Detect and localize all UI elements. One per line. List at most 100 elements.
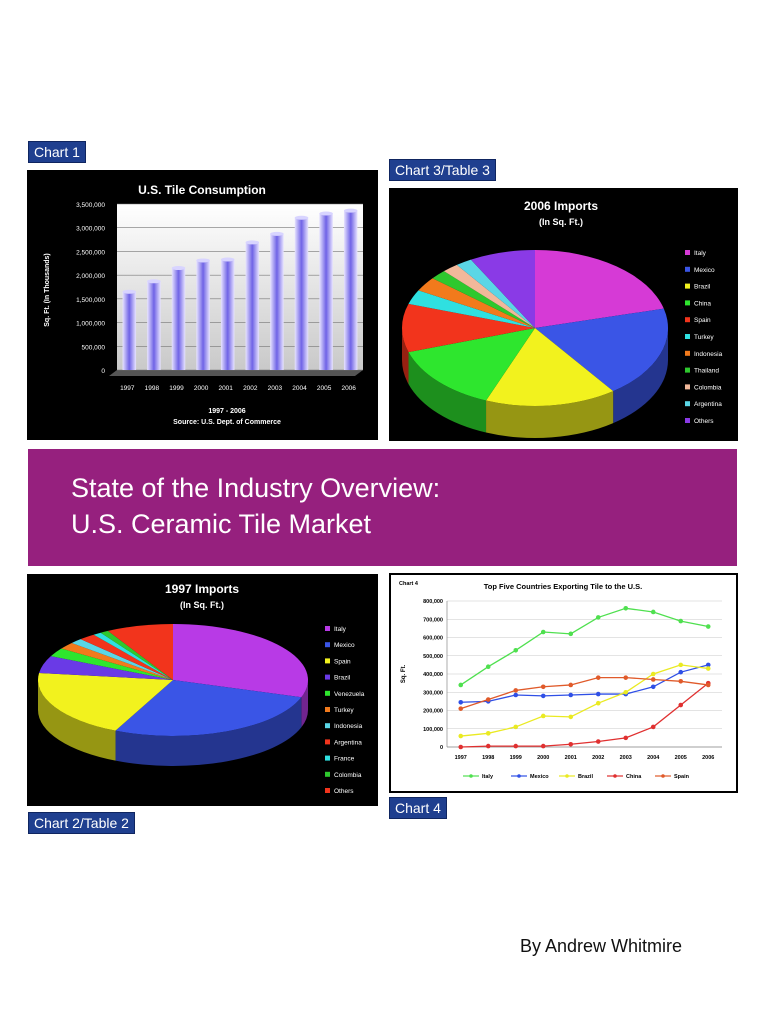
chart1-tile-consumption: U.S. Tile Consumption 3,500,000 3,000,000 2… — [44, 183, 363, 426]
chart1-bar-cap — [319, 211, 333, 216]
chart4-series-line — [460, 607, 709, 686]
chart3-slice-side — [486, 391, 614, 438]
chart2-slice — [173, 624, 309, 698]
chart3-slice — [470, 250, 535, 328]
chart1-x-tick: 1997 — [120, 385, 135, 392]
chart4-point — [458, 733, 464, 739]
chart3-legend-swatch — [685, 350, 690, 356]
chart4-point — [705, 662, 711, 668]
chart4-legend-label: Brazil — [578, 774, 593, 780]
chart4-point — [540, 693, 546, 699]
chart4-label: Chart 4 — [389, 797, 447, 819]
chart4-point — [568, 631, 574, 637]
chart3-legend-label: Spain — [694, 317, 711, 324]
chart4-point — [485, 664, 491, 669]
chart1-bar — [343, 210, 358, 370]
chart4-legend-label: Italy — [482, 774, 494, 780]
chart2-legend-label: Indonesia — [334, 723, 363, 730]
chart4-x-tick: 2002 — [592, 755, 604, 761]
chart4-point — [678, 662, 684, 668]
chart1-xlabel: 1997 - 2006 — [208, 408, 245, 415]
chart3-legend-label: Thailand — [694, 368, 719, 375]
chart4-point — [705, 624, 711, 629]
chart2-legend-swatch — [325, 707, 330, 712]
chart1-bar — [319, 213, 333, 370]
chart4-point — [513, 743, 519, 749]
chart4-point — [595, 675, 601, 680]
chart4-title: Top Five Countries Exporting Tile to the… — [484, 582, 642, 591]
chart2-slice — [100, 630, 173, 680]
chart2-slice-side — [115, 697, 302, 766]
chart2-legend-label: Colombia — [334, 772, 362, 779]
chart4-series-line — [460, 664, 709, 737]
chart4-point — [540, 629, 546, 635]
chart4-corner-label: Chart 4 — [399, 581, 419, 587]
chart2-legend-label: Argentina — [334, 739, 362, 746]
chart2-slice — [71, 639, 173, 680]
chart3-legend-swatch — [685, 367, 690, 373]
chart1-bar — [196, 260, 210, 370]
chart3-slice — [456, 259, 535, 328]
chart3-slice-side — [402, 328, 409, 385]
chart4-point — [458, 699, 464, 705]
chart3-legend-label: Others — [694, 418, 714, 425]
chart1-x-tick: 1999 — [169, 385, 184, 392]
chart4-point — [595, 700, 601, 706]
chart4-point — [513, 647, 519, 653]
chart1-x-tick: 2000 — [194, 385, 209, 392]
chart3-slice-side — [408, 352, 487, 433]
chart4-legend-marker — [517, 774, 521, 778]
chart3-legend-swatch — [685, 300, 690, 306]
chart4-point — [623, 606, 629, 611]
chart1-x-tick: 2001 — [218, 385, 233, 392]
chart4-y-tick: 300,000 — [423, 690, 443, 696]
chart1-y-tick: 2,500,000 — [76, 249, 105, 256]
chart3-legend-label: China — [694, 300, 711, 307]
chart4-x-tick: 2006 — [702, 755, 714, 761]
chart1-bar — [294, 217, 309, 370]
chart4-point — [650, 671, 656, 677]
chart1-bar-cap — [122, 289, 137, 294]
chart2-slice-side — [301, 680, 308, 728]
chart2-slice — [115, 680, 302, 736]
chart4-y-tick: 400,000 — [423, 672, 443, 678]
chart4-point — [678, 618, 684, 624]
chart3-legend-label: Indonesia — [694, 351, 723, 358]
chart3-label: Chart 3/Table 3 — [389, 159, 496, 181]
chart1-y-tick: 3,000,000 — [76, 226, 105, 233]
chart2-slice — [39, 656, 173, 680]
chart4-point — [595, 615, 601, 620]
chart3-legend-swatch — [685, 334, 690, 339]
chart4-legend-label: Mexico — [530, 774, 549, 780]
chart2-legend-swatch — [325, 723, 330, 729]
chart3-legend-label: Brazil — [694, 284, 711, 291]
chart1-bar-cap — [196, 258, 210, 263]
chart4-point — [678, 669, 684, 675]
chart4-point — [513, 688, 519, 693]
chart2-panel: 1997 Imports (In Sq. Ft.) Italy Mexico Spain… — [27, 574, 378, 806]
chart2-legend-label: Mexico — [334, 642, 355, 649]
banner-title-line1: State of the Industry Overview: — [71, 473, 441, 503]
chart2-slice — [80, 634, 173, 680]
chart1-bar — [270, 233, 284, 370]
chart4-point — [568, 692, 574, 698]
chart1-bar — [147, 281, 161, 370]
chart4-legend-label: China — [626, 774, 642, 780]
chart3-slice — [408, 328, 535, 401]
chart1-x-tick: 2003 — [268, 385, 283, 392]
chart1-x-tick: 1998 — [145, 385, 160, 392]
chart4-y-tick: 100,000 — [423, 727, 443, 733]
chart4-point — [458, 706, 464, 711]
chart2-subtitle: (In Sq. Ft.) — [180, 600, 224, 610]
chart1-ylabel: Sq. Ft. (In Thousands) — [44, 253, 51, 327]
chart2-legend-swatch — [325, 690, 330, 696]
chart3-legend-swatch — [685, 250, 690, 255]
chart2-slice-side — [38, 680, 116, 761]
chart1-y-tick: 0 — [101, 368, 105, 375]
chart3-legend-label: Mexico — [694, 267, 715, 274]
chart2-legend-swatch — [325, 626, 330, 631]
chart3-legend-label: Turkey — [694, 334, 714, 341]
chart1-panel: U.S. Tile Consumption 3,500,000 3,000,000 2… — [27, 170, 378, 440]
chart1-bar-cap — [171, 266, 186, 271]
chart4-y-tick: 0 — [440, 745, 443, 751]
